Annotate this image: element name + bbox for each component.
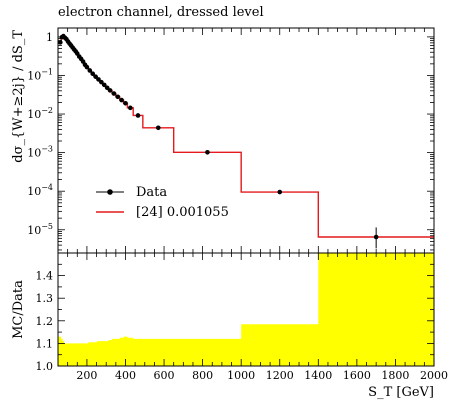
data-point (277, 189, 283, 195)
data-point (135, 113, 141, 118)
y-tick-exponent: −3 (41, 145, 53, 154)
x-tick-label: 400 (115, 369, 136, 382)
x-tick-label: 200 (76, 369, 97, 382)
y-tick-label: 10−4 (27, 183, 53, 198)
data-point (373, 234, 379, 240)
y-tick-exponent: −5 (41, 222, 53, 231)
data-point (123, 100, 128, 106)
x-tick-label: 1200 (266, 369, 294, 382)
data-point (90, 71, 96, 77)
data-point (111, 91, 117, 96)
main-plot: 1 10−1 10−2 10−3 10−4 10−5 dσ_{W+≥2j} / dS_T Da… (11, 27, 435, 254)
y-tick-label: 10−3 (27, 145, 53, 160)
y-tick-exponent: −4 (41, 183, 53, 192)
ratio-y-axis-title: MC/Data (11, 280, 26, 339)
ratio-y-tick-label: 1.4 (36, 270, 54, 283)
data-point (115, 94, 121, 100)
data-point (155, 125, 161, 131)
data-point (99, 79, 104, 85)
x-tick-label: 1400 (304, 369, 332, 382)
x-tick-label: 600 (154, 369, 175, 382)
x-tick-label: 1800 (381, 369, 409, 382)
data-point (87, 68, 93, 73)
data-point (128, 105, 133, 111)
y-tick-exponent: −2 (41, 106, 53, 115)
data-point (93, 74, 98, 79)
data-point (205, 149, 210, 155)
ratio-y-tick-label: 1.1 (36, 337, 54, 350)
y-tick-label: 10−1 (27, 67, 53, 82)
y-tick-label: 10−2 (27, 106, 53, 121)
y-tick-label: 1 (46, 31, 53, 44)
legend-mc-label: [24] 0.001055 (136, 205, 229, 220)
ratio-y-tick-label: 1.0 (36, 360, 54, 373)
x-tick-label: 1600 (343, 369, 371, 382)
mc-step-line (58, 35, 434, 238)
ratio-plot: 200 400 600 800 1000 1200 1400 1600 1800 2000 1.0 1… (11, 252, 448, 400)
legend-data-label: Data (136, 185, 167, 200)
chart-title: electron channel, dressed level (58, 5, 264, 20)
ratio-y-tick-label: 1.2 (36, 315, 54, 328)
x-tick-label: 800 (192, 369, 213, 382)
data-point (58, 40, 63, 45)
ratio-band (58, 253, 434, 366)
data-point (107, 88, 113, 93)
main-frame (57, 27, 435, 254)
main-y-axis-title: dσ_{W+≥2j} / dS_T (11, 30, 26, 163)
legend-data-marker (107, 189, 113, 195)
y-tick-exponent: −1 (41, 67, 53, 76)
x-axis-title: S_T [GeV] (368, 385, 434, 400)
y-tick-label: 10−5 (27, 222, 53, 237)
data-point (84, 64, 90, 70)
data-point (96, 77, 101, 82)
data-point (101, 82, 107, 88)
x-tick-label: 2000 (420, 369, 448, 382)
x-tick-label: 1000 (227, 369, 255, 382)
data-point (119, 97, 124, 103)
ratio-y-tick-label: 1.3 (36, 292, 54, 305)
